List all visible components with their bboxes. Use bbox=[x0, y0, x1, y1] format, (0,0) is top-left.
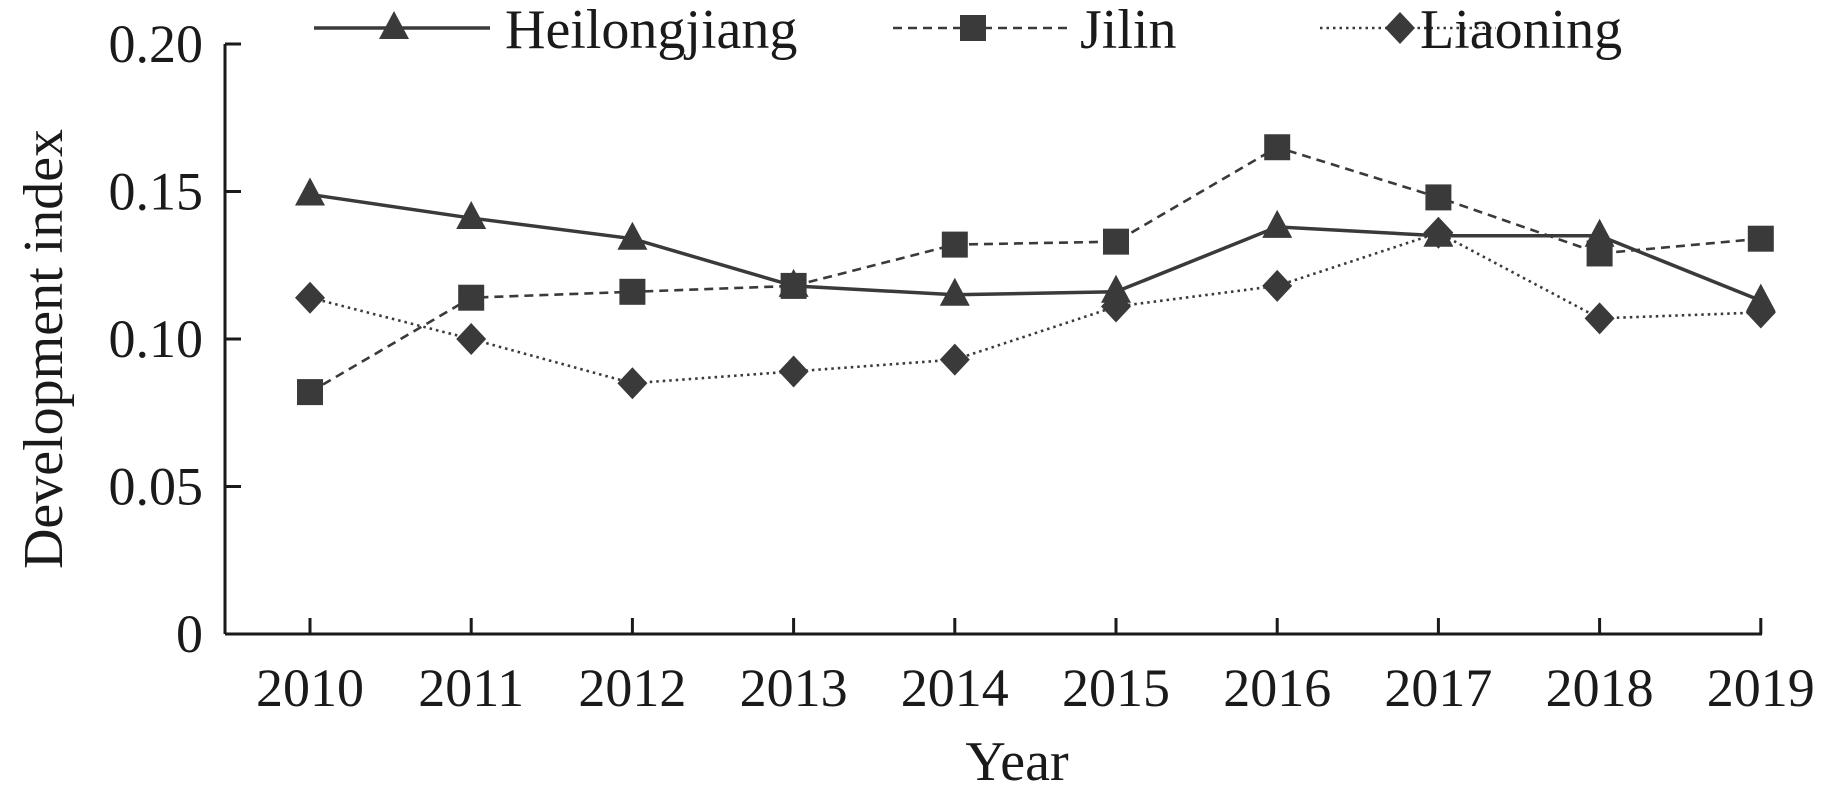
point-liaoning bbox=[295, 281, 325, 314]
x-tick-label: 2014 bbox=[901, 658, 1009, 718]
y-tick-label: 0.15 bbox=[109, 162, 204, 222]
point-heilongjiang bbox=[617, 221, 648, 250]
legend-label-heilongjiang: Heilongjiang bbox=[505, 0, 797, 61]
legend-item-liaoning: Liaoning bbox=[1320, 0, 1622, 61]
point-liaoning bbox=[1262, 269, 1293, 302]
legend-label-jilin: Jilin bbox=[1080, 0, 1176, 61]
point-liaoning bbox=[939, 343, 970, 376]
x-tick-label: 2013 bbox=[740, 658, 848, 718]
legend-item-jilin: Jilin bbox=[893, 0, 1176, 61]
point-jilin bbox=[941, 231, 968, 258]
point-heilongjiang bbox=[1262, 209, 1293, 238]
series-layer bbox=[295, 134, 1776, 406]
x-tick-label: 2010 bbox=[256, 658, 364, 718]
point-jilin bbox=[1747, 225, 1774, 252]
x-axis-title: Year bbox=[965, 731, 1069, 785]
axes: 0 0.05 0.10 0.15 0.20 2010 2011 2012 2013 2014 201… bbox=[109, 14, 1815, 718]
series-liaoning bbox=[295, 216, 1776, 400]
point-liaoning bbox=[456, 323, 487, 355]
point-jilin bbox=[1264, 134, 1291, 161]
series-line-jilin bbox=[309, 145, 1761, 394]
y-tick-label: 0.05 bbox=[109, 457, 204, 517]
y-tick-label: 0.20 bbox=[109, 14, 204, 74]
x-tick-label: 2011 bbox=[418, 658, 524, 718]
legend-item-heilongjiang: Heilongjiang bbox=[314, 0, 797, 61]
point-liaoning bbox=[1745, 296, 1776, 329]
legend-label-liaoning: Liaoning bbox=[1420, 0, 1622, 61]
series-line-liaoning bbox=[309, 231, 1761, 385]
x-tick-label: 2015 bbox=[1062, 658, 1170, 718]
x-tick-label: 2018 bbox=[1546, 658, 1654, 718]
point-heilongjiang bbox=[939, 277, 970, 306]
point-jilin bbox=[780, 272, 807, 299]
point-liaoning bbox=[1423, 216, 1454, 249]
point-jilin bbox=[1586, 240, 1613, 267]
point-liaoning bbox=[1584, 302, 1615, 335]
point-jilin bbox=[1425, 184, 1452, 211]
legend-marker-liaoning bbox=[1385, 12, 1415, 44]
point-liaoning bbox=[617, 367, 648, 400]
legend: Heilongjiang Jilin Liaoning bbox=[314, 0, 1622, 61]
y-tick-label: 0.10 bbox=[109, 309, 204, 369]
point-jilin bbox=[619, 278, 646, 305]
y-axis-title: Development index bbox=[13, 129, 75, 569]
legend-marker-heilongjiang bbox=[379, 11, 409, 39]
point-liaoning bbox=[1101, 290, 1131, 323]
x-tick-label: 2017 bbox=[1384, 658, 1492, 718]
point-heilongjiang bbox=[1584, 218, 1615, 247]
x-tick-label: 2016 bbox=[1223, 658, 1331, 718]
series-heilongjiang bbox=[295, 177, 1776, 312]
point-liaoning bbox=[778, 355, 809, 388]
x-tick-label: 2019 bbox=[1707, 658, 1815, 718]
point-jilin bbox=[1103, 228, 1129, 255]
series-jilin bbox=[297, 134, 1774, 406]
y-tick-label: 0 bbox=[176, 604, 203, 664]
x-tick-label: 2012 bbox=[578, 658, 686, 718]
point-jilin bbox=[297, 379, 323, 406]
series-line-heilongjiang bbox=[309, 192, 1762, 303]
point-heilongjiang bbox=[1101, 274, 1131, 303]
point-heilongjiang bbox=[295, 177, 325, 206]
point-heilongjiang bbox=[456, 201, 487, 230]
legend-marker-jilin bbox=[960, 15, 986, 41]
point-jilin bbox=[458, 284, 485, 311]
